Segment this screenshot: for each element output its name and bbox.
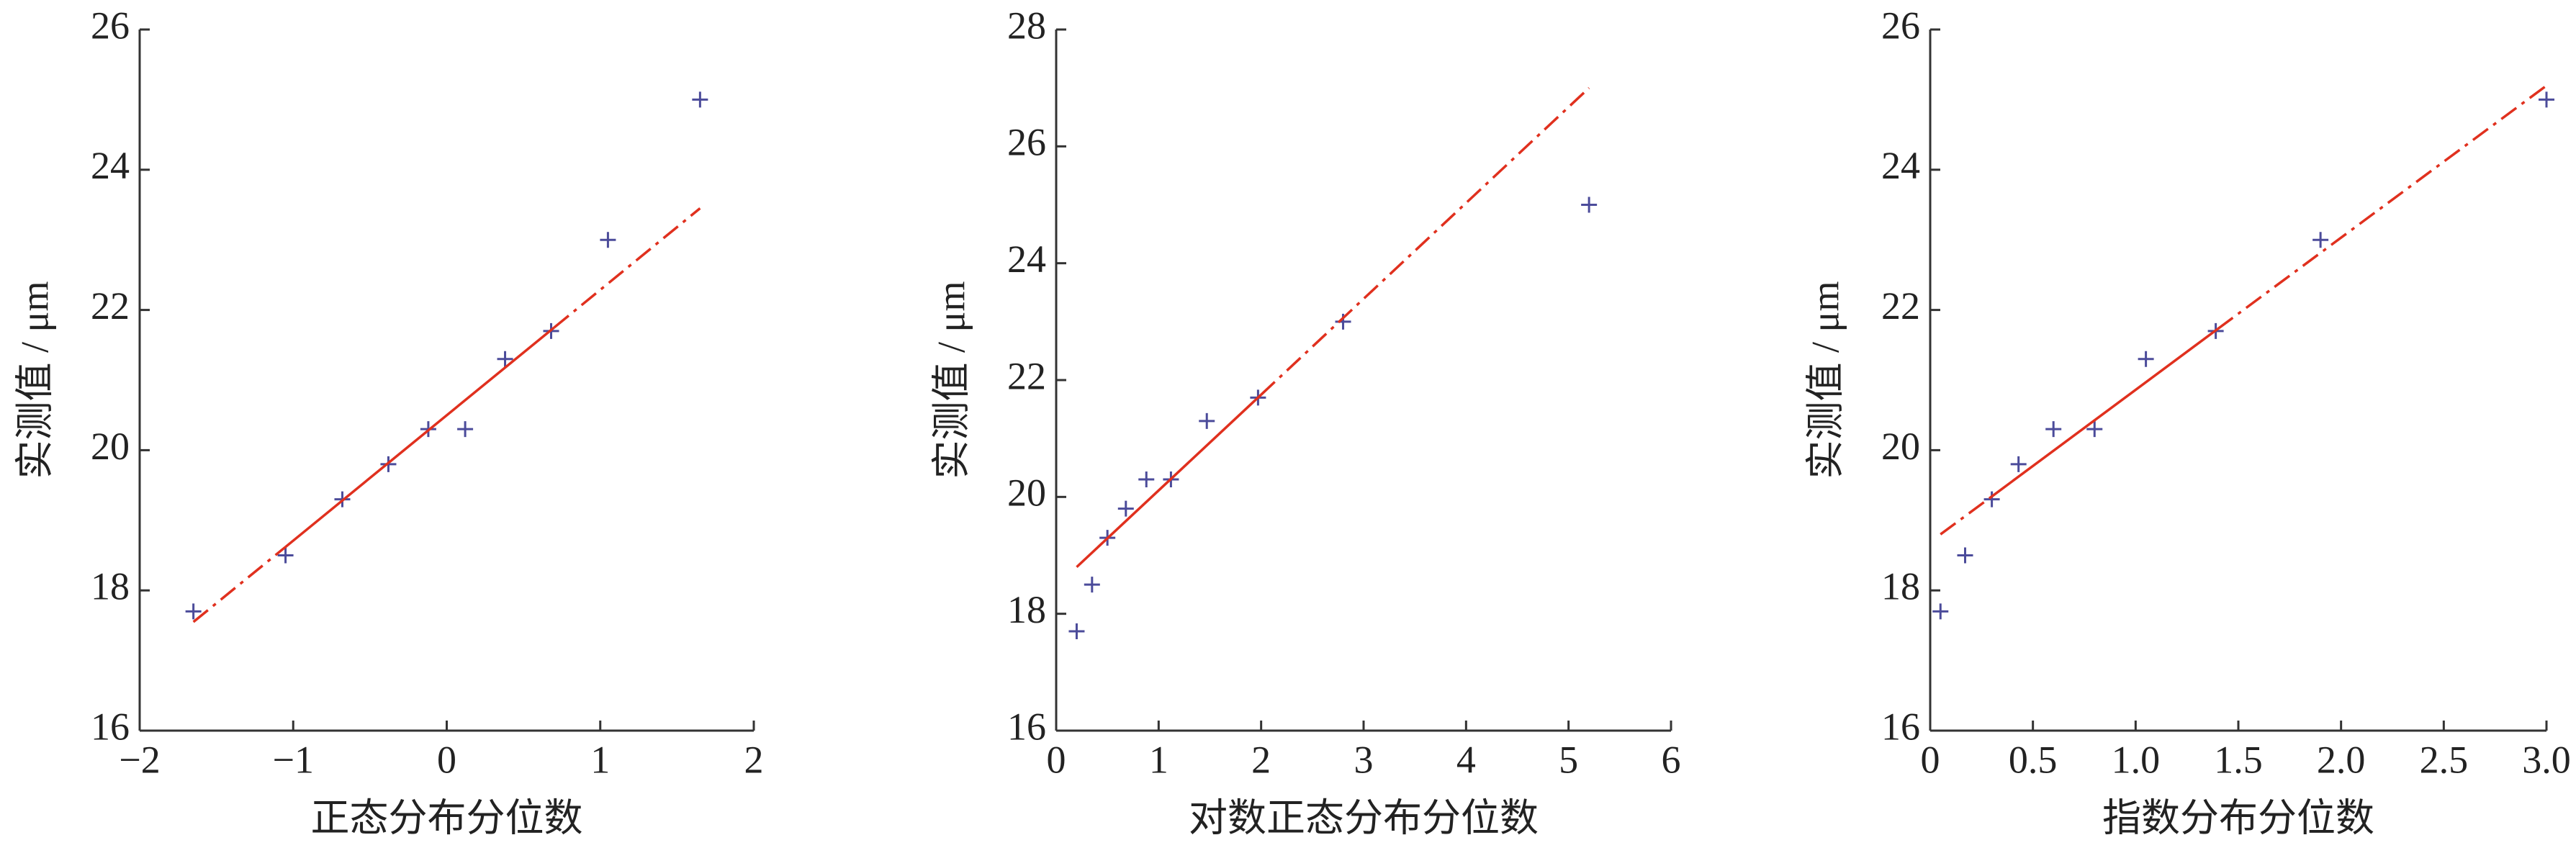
fit-line — [1991, 328, 2219, 498]
fit-line — [1076, 394, 1262, 569]
data-point — [185, 603, 202, 620]
y-tick-label: 24 — [1881, 144, 1920, 187]
y-tick-label: 20 — [91, 425, 130, 468]
x-tick-label: −2 — [119, 738, 160, 781]
x-tick-label: 0 — [1047, 738, 1066, 781]
y-tick-label: 24 — [91, 144, 130, 187]
data-point — [277, 547, 294, 564]
fit-line-extension — [1260, 86, 1590, 396]
data-point — [1199, 412, 1215, 429]
x-tick-label: 1 — [1149, 738, 1168, 781]
data-point — [2086, 421, 2103, 438]
x-tick-label: 2 — [1251, 738, 1271, 781]
x-axis-label: 对数正态分布分位数 — [1189, 796, 1539, 839]
x-tick-label: 4 — [1456, 738, 1476, 781]
y-tick-label: 22 — [1007, 354, 1046, 397]
y-tick-label: 16 — [1881, 705, 1920, 748]
fit-line-extension — [192, 546, 287, 623]
data-point — [2045, 421, 2062, 438]
y-axis-label: 实测值 / μm — [1803, 281, 1847, 479]
x-tick-label: −1 — [273, 738, 314, 781]
y-tick-label: 18 — [1007, 588, 1046, 631]
data-point — [1932, 603, 1949, 620]
y-tick-label: 22 — [1881, 284, 1920, 328]
data-point — [497, 351, 513, 367]
fit-line-extension — [553, 207, 701, 329]
x-tick-label: 0 — [437, 738, 456, 781]
y-tick-label: 16 — [91, 705, 130, 748]
x-axis-label: 正态分布分位数 — [311, 796, 583, 839]
y-tick-label: 28 — [1007, 4, 1046, 47]
fit-line — [284, 326, 555, 549]
data-point — [1068, 623, 1085, 640]
y-tick-label: 26 — [91, 4, 130, 47]
x-tick-label: 2 — [744, 738, 764, 781]
data-point — [457, 421, 474, 438]
y-tick-label: 18 — [91, 565, 130, 608]
x-tick-label: 1 — [590, 738, 610, 781]
y-tick-label: 24 — [1007, 238, 1046, 281]
y-axis-label: 实测值 / μm — [13, 281, 56, 479]
x-tick-label: 6 — [1662, 738, 1681, 781]
data-point — [692, 91, 708, 108]
x-axis-label: 指数分布分位数 — [2102, 796, 2374, 839]
x-tick-label: 3 — [1354, 738, 1374, 781]
x-tick-label: 0.5 — [2009, 738, 2058, 781]
y-tick-label: 22 — [91, 284, 130, 328]
y-tick-label: 20 — [1881, 425, 1920, 468]
y-tick-label: 26 — [1881, 4, 1920, 47]
data-point — [1983, 491, 2000, 507]
y-tick-label: 26 — [1007, 121, 1046, 164]
data-point — [1335, 313, 1351, 330]
y-tick-label: 20 — [1007, 471, 1046, 515]
data-point — [1138, 471, 1155, 487]
x-tick-label: 1.5 — [2214, 738, 2263, 781]
data-point — [2138, 351, 2154, 367]
x-tick-label: 3.0 — [2522, 738, 2571, 781]
x-tick-label: 2.0 — [2317, 738, 2366, 781]
data-point — [2312, 232, 2329, 248]
x-tick-label: 5 — [1559, 738, 1578, 781]
data-point — [1117, 500, 1134, 517]
x-tick-label: 1.0 — [2112, 738, 2161, 781]
x-tick-label: 0 — [1921, 738, 1940, 781]
data-point — [2539, 91, 2554, 108]
data-point — [600, 232, 616, 248]
data-point — [1581, 197, 1598, 213]
fit-line-extension — [1940, 495, 1993, 536]
data-point — [2010, 456, 2027, 472]
y-tick-label: 16 — [1007, 705, 1046, 748]
fit-line-extension — [2217, 84, 2548, 330]
x-tick-label: 2.5 — [2420, 738, 2469, 781]
data-point — [1084, 577, 1100, 593]
y-axis-label: 实测值 / μm — [929, 281, 973, 479]
y-tick-label: 18 — [1881, 565, 1920, 608]
data-point — [1957, 547, 1973, 564]
